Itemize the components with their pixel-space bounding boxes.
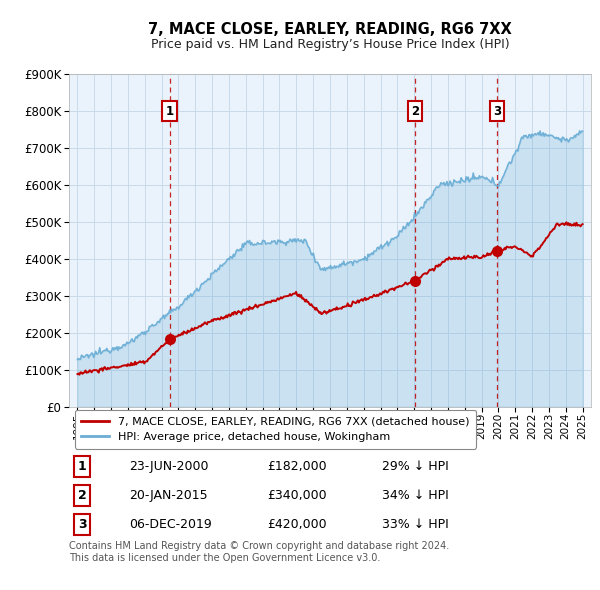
Text: 29% ↓ HPI: 29% ↓ HPI	[382, 460, 449, 473]
Text: 7, MACE CLOSE, EARLEY, READING, RG6 7XX: 7, MACE CLOSE, EARLEY, READING, RG6 7XX	[148, 22, 512, 37]
Text: Price paid vs. HM Land Registry’s House Price Index (HPI): Price paid vs. HM Land Registry’s House …	[151, 38, 509, 51]
Text: 06-DEC-2019: 06-DEC-2019	[129, 518, 212, 531]
Text: 3: 3	[493, 104, 501, 117]
Text: 1: 1	[166, 104, 173, 117]
Text: Contains HM Land Registry data © Crown copyright and database right 2024.
This d: Contains HM Land Registry data © Crown c…	[69, 541, 449, 563]
Legend: 7, MACE CLOSE, EARLEY, READING, RG6 7XX (detached house), HPI: Average price, de: 7, MACE CLOSE, EARLEY, READING, RG6 7XX …	[74, 410, 476, 448]
Text: 3: 3	[78, 518, 86, 531]
Text: 2: 2	[77, 489, 86, 502]
Text: 2: 2	[411, 104, 419, 117]
Text: 23-JUN-2000: 23-JUN-2000	[129, 460, 209, 473]
Text: 33% ↓ HPI: 33% ↓ HPI	[382, 518, 449, 531]
Text: £420,000: £420,000	[268, 518, 327, 531]
Text: 20-JAN-2015: 20-JAN-2015	[129, 489, 208, 502]
Text: £340,000: £340,000	[268, 489, 327, 502]
Text: 34% ↓ HPI: 34% ↓ HPI	[382, 489, 449, 502]
Text: 1: 1	[77, 460, 86, 473]
Text: £182,000: £182,000	[268, 460, 327, 473]
